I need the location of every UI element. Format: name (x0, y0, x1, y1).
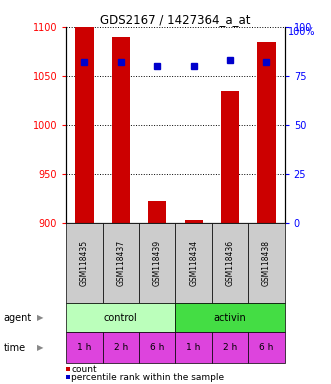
Text: GSM118437: GSM118437 (116, 240, 125, 286)
Text: 2 h: 2 h (223, 343, 237, 352)
Text: time: time (3, 343, 25, 353)
Text: control: control (104, 313, 138, 323)
Text: GSM118439: GSM118439 (153, 240, 162, 286)
Bar (257, 41, 275, 223)
Title: GDS2167 / 1427364_a_at: GDS2167 / 1427364_a_at (100, 13, 251, 26)
Text: 1 h: 1 h (77, 343, 92, 352)
Text: GSM118436: GSM118436 (225, 240, 235, 286)
Bar (185, 220, 203, 223)
Text: 1 h: 1 h (186, 343, 201, 352)
Text: 100%: 100% (288, 27, 315, 37)
Text: 6 h: 6 h (150, 343, 165, 352)
Text: GSM118435: GSM118435 (80, 240, 89, 286)
Text: count: count (71, 365, 97, 374)
Text: GSM118438: GSM118438 (262, 240, 271, 286)
Text: activin: activin (214, 313, 246, 323)
Bar (148, 201, 166, 223)
Bar (75, 27, 94, 223)
Text: agent: agent (3, 313, 31, 323)
Text: ▶: ▶ (36, 313, 43, 322)
Text: GSM118434: GSM118434 (189, 240, 198, 286)
Bar (112, 36, 130, 223)
Text: percentile rank within the sample: percentile rank within the sample (71, 373, 224, 382)
Text: 2 h: 2 h (114, 343, 128, 352)
Text: ▶: ▶ (36, 343, 43, 352)
Text: 6 h: 6 h (259, 343, 274, 352)
Bar (221, 91, 239, 223)
